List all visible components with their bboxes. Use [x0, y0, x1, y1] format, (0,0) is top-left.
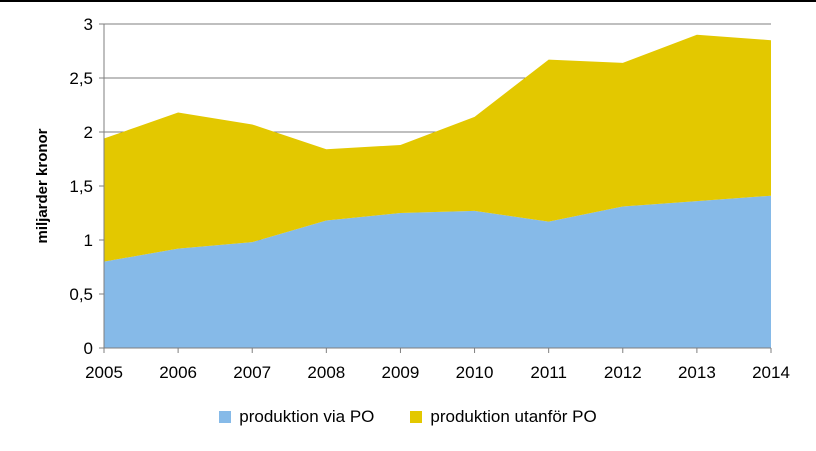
- legend: produktion via PO produktion utanför PO: [0, 407, 816, 427]
- y-tick-label: 3: [84, 15, 93, 34]
- y-tick-label: 2,5: [69, 69, 93, 88]
- y-axis-label: miljarder kronor: [34, 128, 51, 243]
- legend-item-via-po: produktion via PO: [219, 407, 374, 427]
- legend-swatch-utanfor-po: [410, 411, 423, 423]
- x-tick-label: 2010: [456, 363, 494, 382]
- top-rule: [0, 0, 816, 2]
- x-tick-label: 2007: [233, 363, 271, 382]
- y-axis-tick-labels: 0 0,5 1 1,5 2 2,5 3: [69, 15, 93, 358]
- y-tick-label: 0: [84, 339, 93, 358]
- area-chart: 00,511,522,53 2005 2006 2007 2008 2009 2010 20…: [34, 15, 790, 382]
- legend-swatch-via-po: [219, 411, 232, 423]
- x-tick-label: 2013: [678, 363, 716, 382]
- x-axis-tick-labels: 2005 2006 2007 2008 2009 2010 2011 2012 2013 2014: [85, 363, 790, 382]
- area-series-1: [104, 34, 771, 262]
- legend-label-utanfor-po: produktion utanför PO: [430, 407, 597, 426]
- chart-areas: [104, 34, 771, 348]
- x-tick-label: 2005: [85, 363, 123, 382]
- x-tick-label: 2006: [159, 363, 197, 382]
- y-tick-label: 0,5: [69, 285, 93, 304]
- y-tick-label: 2: [84, 123, 93, 142]
- x-tick-label: 2011: [530, 363, 567, 382]
- legend-label-via-po: produktion via PO: [239, 407, 375, 426]
- y-tick-label: 1: [84, 231, 93, 250]
- x-tick-label: 2014: [752, 363, 790, 382]
- x-tick-label: 2008: [307, 363, 345, 382]
- legend-item-utanfor-po: produktion utanför PO: [410, 407, 597, 427]
- area-series-0: [104, 195, 771, 348]
- x-tick-label: 2009: [382, 363, 420, 382]
- x-tick-label: 2012: [604, 363, 642, 382]
- y-tick-label: 1,5: [69, 177, 93, 196]
- chart-axes: [99, 23, 772, 353]
